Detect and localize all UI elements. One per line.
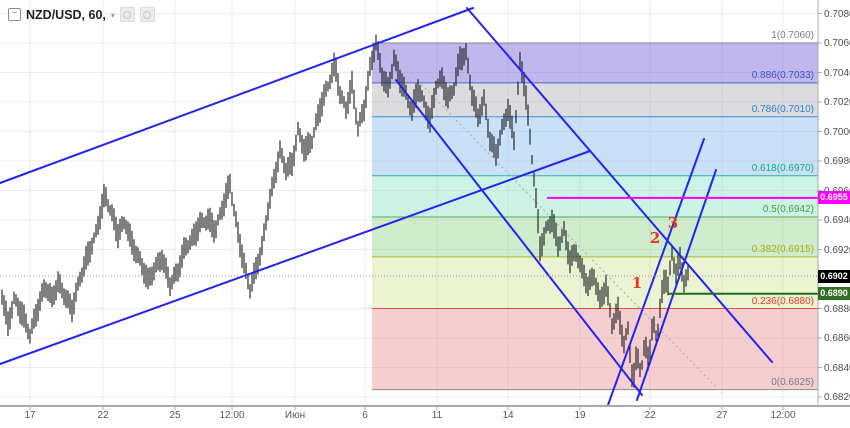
ascending-channel-lower[interactable]: [0, 150, 591, 365]
rising-wedge-left[interactable]: [607, 138, 705, 406]
price-tick-label: 0.6880: [824, 303, 850, 315]
wave-count-label[interactable]: 2: [649, 229, 661, 247]
price-tick-label: 0.6960: [824, 186, 850, 197]
circle-glyph-icon: [123, 10, 132, 19]
time-tick-label: 27: [716, 410, 728, 421]
time-tick-label: 22: [644, 410, 656, 421]
circle-glyph-icon: [143, 10, 152, 19]
fib-level-label: 0.382(0.6915): [751, 243, 814, 255]
time-tick-label: 25: [169, 410, 181, 421]
price-badge: 0.6955: [818, 191, 850, 205]
symbol-legend[interactable]: − NZD/USD, 60, ▾: [8, 7, 155, 22]
collapse-icon[interactable]: −: [8, 8, 21, 21]
symbol-title[interactable]: NZD/USD, 60,: [26, 7, 106, 22]
time-tick-label: 14: [502, 410, 514, 421]
fib-level-label: 0.786(0.7010): [751, 103, 814, 115]
fib-band[interactable]: [372, 256, 818, 309]
fib-level-label: 0.618(0.6970): [751, 162, 814, 174]
rising-wedge-right[interactable]: [636, 169, 717, 401]
fib-level-label: 0.886(0.7033): [751, 69, 814, 81]
fib-band[interactable]: [372, 43, 818, 83]
time-tick-label: 22: [97, 410, 109, 421]
price-bars: [1, 34, 689, 388]
wave-count-label[interactable]: 1: [631, 274, 643, 292]
fib-level-label: 0.5(0.6942): [762, 204, 814, 216]
legend-action-icon-1[interactable]: [119, 7, 135, 22]
fib-band[interactable]: [372, 217, 818, 257]
fib-level-label: 1(0.7060): [771, 30, 814, 41]
ascending-channel-upper[interactable]: [0, 7, 474, 184]
price-badge: 0.6902: [818, 269, 850, 283]
descending-channel-outer[interactable]: [466, 7, 773, 363]
price-badge: 0.6890: [818, 287, 850, 301]
descending-channel-inner[interactable]: [395, 79, 643, 396]
time-tick-label: 11: [431, 410, 443, 421]
dotted-trendline[interactable]: [382, 44, 723, 394]
time-tick-label: Июн: [284, 410, 306, 421]
wave-count-label[interactable]: 3: [667, 214, 679, 232]
time-tick-label: 6: [362, 410, 368, 421]
fib-level-label: 0.236(0.6880): [751, 295, 814, 307]
time-tick-label: 12:00: [770, 410, 796, 421]
fib-band[interactable]: [372, 175, 818, 218]
time-tick-label: 17: [24, 410, 36, 421]
legend-action-icon-2[interactable]: [139, 7, 155, 22]
time-tick-label: 12:00: [219, 410, 245, 421]
price-tick-label: 0.7060: [824, 38, 850, 49]
fib-level-label: 0(0.6825): [771, 376, 814, 388]
fib-band[interactable]: [372, 116, 818, 176]
chevron-down-icon[interactable]: ▾: [110, 11, 115, 20]
time-tick-label: 19: [574, 410, 586, 421]
fib-band[interactable]: [372, 308, 818, 390]
